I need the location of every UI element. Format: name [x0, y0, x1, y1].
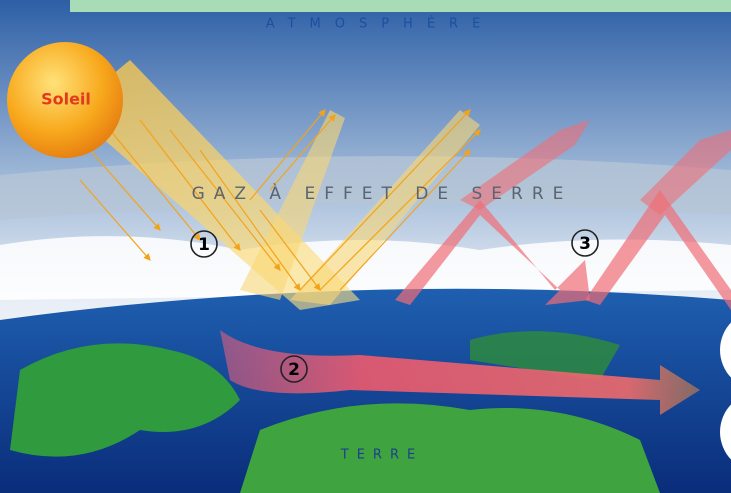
greenhouse-diagram: Soleil ATMOSPHÈRE GAZ À EFFET DE SERRE T…: [0, 0, 731, 493]
atmosphere-label: ATMOSPHÈRE: [266, 16, 495, 32]
page: Soleil ATMOSPHÈRE GAZ À EFFET DE SERRE T…: [0, 0, 731, 493]
top-strip: [70, 0, 731, 12]
sun-label: Soleil: [41, 90, 91, 109]
step-number: 3: [579, 234, 591, 254]
step-number: 2: [288, 360, 300, 380]
gas-label: GAZ À EFFET DE SERRE: [192, 182, 573, 204]
step-number: 1: [198, 235, 210, 255]
earth-label: TERRE: [340, 448, 423, 463]
